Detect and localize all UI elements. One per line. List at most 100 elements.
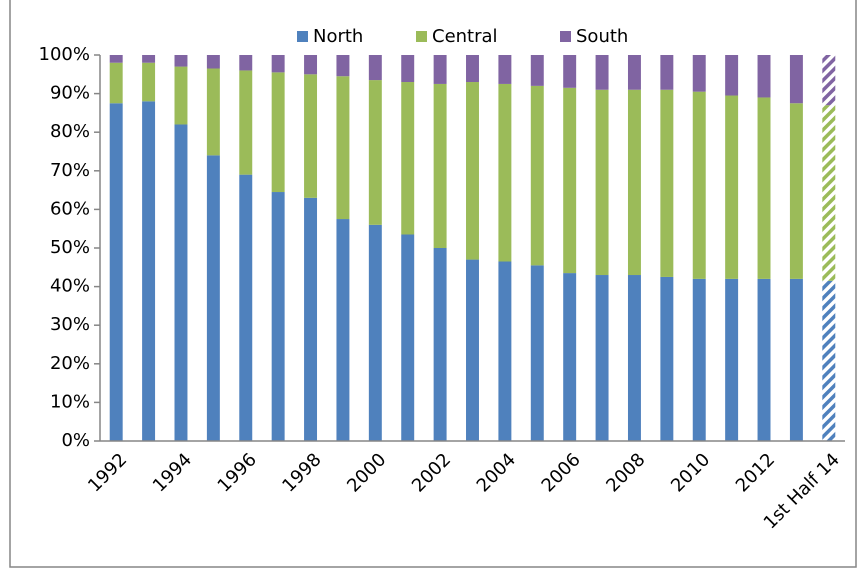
y-tick-label: 70% — [50, 160, 90, 181]
bar-segment — [142, 62, 156, 102]
bar-segment — [206, 55, 220, 69]
y-tick-label: 0% — [61, 430, 90, 451]
bar-segment — [822, 55, 836, 106]
x-tick-label: 1994 — [149, 449, 196, 496]
bar-segment — [401, 55, 415, 83]
bar-segment — [757, 97, 771, 279]
bar-segment — [563, 55, 577, 88]
x-tick-label: 2002 — [408, 449, 455, 496]
bar-segment — [595, 55, 609, 90]
legend-label: South — [576, 26, 628, 47]
bar-segment — [498, 83, 512, 262]
y-tick-label: 100% — [39, 44, 90, 65]
y-tick-label: 30% — [50, 314, 90, 335]
bar-segment — [595, 275, 609, 441]
bar-segment — [433, 55, 447, 84]
bar-segment — [627, 55, 641, 90]
bar-segment — [627, 275, 641, 441]
bar-segment — [239, 174, 253, 441]
bar-segment — [109, 62, 123, 104]
bar-segment — [789, 55, 803, 104]
bar-segment — [822, 280, 836, 441]
x-tick-label: 2006 — [538, 449, 585, 496]
bar-segment — [174, 55, 188, 67]
legend-swatch — [297, 31, 308, 42]
bar-segment — [660, 276, 674, 441]
bar-segment — [789, 278, 803, 441]
bar-segment — [498, 55, 512, 84]
bar-segment — [142, 101, 156, 441]
y-tick-label: 20% — [50, 353, 90, 374]
bar-segment — [725, 278, 739, 441]
legend-label: Central — [432, 26, 498, 47]
bar-segment — [757, 278, 771, 441]
bar-segment — [466, 82, 479, 260]
bar-segment — [725, 55, 739, 96]
bar-segment — [692, 55, 706, 92]
bar-segment — [401, 82, 415, 235]
x-tick-label: 1998 — [278, 449, 325, 496]
bar-segment — [109, 103, 123, 441]
x-tick-label: 1992 — [84, 449, 131, 496]
bar-segment — [109, 55, 123, 63]
bar-segment — [692, 278, 706, 441]
y-tick-label: 80% — [50, 121, 90, 142]
bar-segment — [336, 76, 350, 220]
bar-segment — [563, 87, 577, 274]
x-tick-label: 2010 — [667, 449, 714, 496]
bar-segment — [336, 219, 350, 441]
bar-segment — [660, 89, 674, 277]
legend-swatch — [416, 31, 427, 42]
x-tick-label: 1996 — [214, 449, 261, 496]
chart-frame — [9, 0, 857, 568]
y-tick-label: 90% — [50, 83, 90, 104]
bar-segment — [304, 55, 318, 75]
bar-segment — [239, 70, 253, 175]
y-tick-label: 40% — [50, 276, 90, 297]
bar-segment — [206, 68, 220, 156]
bar-segment — [271, 72, 285, 193]
bar-segment — [174, 124, 188, 441]
bar-segment — [725, 95, 739, 279]
bar-segment — [336, 55, 350, 77]
x-tick-label: 2004 — [473, 449, 520, 496]
x-tick-label: 2000 — [343, 449, 390, 496]
bar-segment — [368, 224, 382, 441]
bar-segment — [271, 55, 285, 73]
y-tick-label: 50% — [50, 237, 90, 258]
bar-segment — [304, 197, 318, 441]
bar-segment — [660, 55, 674, 90]
bar-segment — [433, 83, 447, 248]
bar-segment — [368, 55, 382, 81]
bar-segment — [271, 192, 285, 441]
x-tick-label: 2008 — [602, 449, 649, 496]
legend-label: North — [313, 26, 363, 47]
bar-segment — [433, 248, 447, 441]
bar-segment — [466, 55, 479, 83]
bar-segment — [595, 89, 609, 276]
bar-segment — [530, 265, 544, 441]
bar-segment — [466, 259, 479, 441]
legend-swatch — [560, 31, 571, 42]
bar-segment — [174, 66, 188, 125]
bar-segment — [822, 105, 836, 281]
bar-segment — [563, 273, 577, 441]
bar-segment — [757, 55, 771, 98]
bar-segment — [789, 103, 803, 279]
bar-segment — [692, 91, 706, 279]
bar-segment — [206, 155, 220, 442]
bar-segment — [368, 80, 382, 225]
bar-segment — [627, 89, 641, 276]
y-tick-label: 10% — [50, 391, 90, 412]
y-tick-label: 60% — [50, 198, 90, 219]
bar-segment — [530, 85, 544, 266]
bar-segment — [142, 55, 156, 63]
bar-segment — [530, 55, 544, 86]
bar-segment — [239, 55, 253, 71]
bar-segment — [304, 74, 318, 198]
bar-segment — [401, 234, 415, 441]
x-tick-label: 2012 — [732, 449, 779, 496]
bar-segment — [498, 261, 512, 441]
